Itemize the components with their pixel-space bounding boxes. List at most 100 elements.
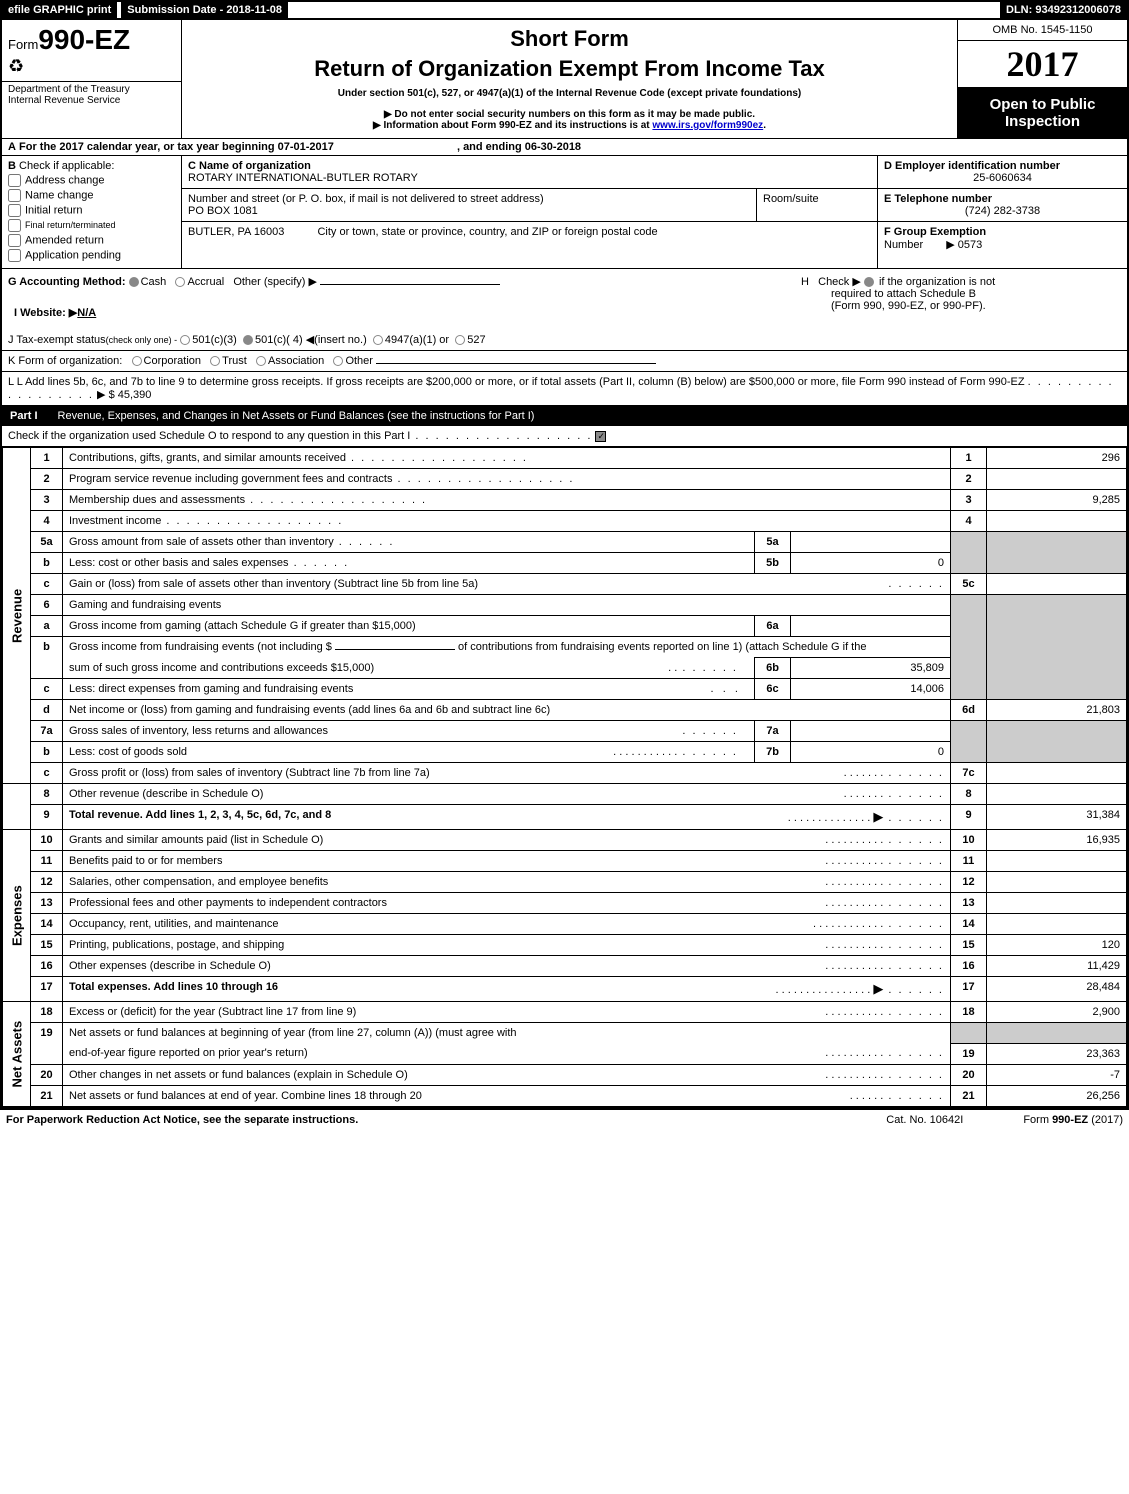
line-5c-desc: Gain or (loss) from sale of assets other… bbox=[63, 574, 951, 595]
gray-5v bbox=[987, 532, 1127, 574]
line-6c-num: c bbox=[31, 679, 63, 700]
line-11-desc: Benefits paid to or for members. . . . .… bbox=[63, 851, 951, 872]
radio-other-icon[interactable] bbox=[333, 356, 343, 366]
radio-h-icon[interactable] bbox=[864, 277, 874, 287]
radio-501c3-icon[interactable] bbox=[180, 335, 190, 345]
dln-label: DLN: 93492312006078 bbox=[1000, 2, 1127, 18]
radio-4947-icon[interactable] bbox=[373, 335, 383, 345]
line-3-rn: 3 bbox=[951, 490, 987, 511]
check-initial[interactable]: Initial return bbox=[8, 204, 175, 217]
h-right: H Check ▶ if the organization is not req… bbox=[801, 275, 1121, 323]
footer-right-post: (2017) bbox=[1088, 1114, 1123, 1126]
line-6b-sv: 35,809 bbox=[791, 658, 951, 679]
radio-accrual-icon[interactable] bbox=[175, 277, 185, 287]
line-15-desc: Printing, publications, postage, and shi… bbox=[63, 935, 951, 956]
line-6d-val: 21,803 bbox=[987, 700, 1127, 721]
radio-assoc-icon[interactable] bbox=[256, 356, 266, 366]
line-15-rn: 15 bbox=[951, 935, 987, 956]
checkbox-amended[interactable] bbox=[8, 234, 21, 247]
irs-link[interactable]: www.irs.gov/form990ez bbox=[652, 120, 763, 131]
org-name: ROTARY INTERNATIONAL-BUTLER ROTARY bbox=[188, 172, 871, 184]
tax-year: 2017 bbox=[958, 41, 1127, 88]
line-11-val bbox=[987, 851, 1127, 872]
check-if-label: Check if applicable: bbox=[19, 160, 114, 172]
line-7a-sn: 7a bbox=[755, 721, 791, 742]
table-row: d Net income or (loss) from gaming and f… bbox=[3, 700, 1127, 721]
checkbox-name[interactable] bbox=[8, 189, 21, 202]
table-row: 6 Gaming and fundraising events bbox=[3, 595, 1127, 616]
radio-corp-icon[interactable] bbox=[132, 356, 142, 366]
table-row: 11 Benefits paid to or for members. . . … bbox=[3, 851, 1127, 872]
gray-6 bbox=[951, 595, 987, 700]
part1-label: Part I bbox=[10, 410, 38, 422]
line-6a-sv bbox=[791, 616, 951, 637]
line-13-rn: 13 bbox=[951, 893, 987, 914]
line-9-num: 9 bbox=[31, 805, 63, 830]
expenses-side-label: Expenses bbox=[3, 830, 31, 1002]
table-row: 5a Gross amount from sale of assets othe… bbox=[3, 532, 1127, 553]
check-pending[interactable]: Application pending bbox=[8, 249, 175, 262]
city-value: BUTLER, PA 16003 bbox=[188, 226, 284, 238]
line-17-rn: 17 bbox=[951, 977, 987, 1002]
b-header: B bbox=[8, 160, 16, 172]
form-word: Form bbox=[8, 37, 38, 52]
gray-19 bbox=[951, 1023, 987, 1044]
checkbox-initial[interactable] bbox=[8, 204, 21, 217]
e-row: E Telephone number (724) 282-3738 bbox=[878, 189, 1127, 222]
table-row: Net Assets 18 Excess or (deficit) for th… bbox=[3, 1002, 1127, 1023]
line-6c-desc: Less: direct expenses from gaming and fu… bbox=[63, 679, 755, 700]
j-o1: 501(c)(3) bbox=[192, 334, 237, 346]
j-o2: 501(c)( 4) bbox=[255, 334, 303, 346]
addr-label: Number and street (or P. O. box, if mail… bbox=[188, 193, 750, 205]
l-text: L Add lines 5b, 6c, and 7b to line 9 to … bbox=[17, 376, 1025, 388]
g-cash: Cash bbox=[141, 276, 167, 288]
j-row: J Tax-exempt status(check only one) - 50… bbox=[2, 329, 1127, 350]
k-label: K Form of organization: bbox=[8, 355, 122, 367]
f-arrow: ▶ bbox=[946, 239, 954, 251]
check-column: B Check if applicable: Address change Na… bbox=[2, 156, 182, 268]
radio-501c4-icon[interactable] bbox=[243, 335, 253, 345]
gray-7v bbox=[987, 721, 1127, 763]
line-5b-desc: Less: cost or other basis and sales expe… bbox=[63, 553, 755, 574]
g-h-row: G Accounting Method: Cash Accrual Other … bbox=[2, 268, 1127, 329]
check-name-change[interactable]: Name change bbox=[8, 189, 175, 202]
part1-header: Part I Revenue, Expenses, and Changes in… bbox=[2, 405, 1127, 426]
k-o2: Trust bbox=[222, 355, 247, 367]
line-16-num: 16 bbox=[31, 956, 63, 977]
line-3-num: 3 bbox=[31, 490, 63, 511]
c-name-label: C Name of organization bbox=[188, 160, 871, 172]
check-final[interactable]: Final return/terminated bbox=[8, 219, 175, 232]
h-label: H bbox=[801, 276, 809, 288]
line-17-val: 28,484 bbox=[987, 977, 1127, 1002]
line-6b-desc2: sum of such gross income and contributio… bbox=[63, 658, 755, 679]
table-row: c Gross profit or (loss) from sales of i… bbox=[3, 763, 1127, 784]
c-addr-block: Number and street (or P. O. box, if mail… bbox=[182, 189, 757, 221]
line-7c-num: c bbox=[31, 763, 63, 784]
checkbox-address[interactable] bbox=[8, 174, 21, 187]
g-label: G Accounting Method: bbox=[8, 276, 126, 288]
checkbox-pending[interactable] bbox=[8, 249, 21, 262]
line-17-desc: Total expenses. Add lines 10 through 16.… bbox=[63, 977, 951, 1002]
table-row: 9 Total revenue. Add lines 1, 2, 3, 4, 5… bbox=[3, 805, 1127, 830]
under-section: Under section 501(c), 527, or 4947(a)(1)… bbox=[188, 88, 951, 99]
check-amended[interactable]: Amended return bbox=[8, 234, 175, 247]
f-value: 0573 bbox=[958, 239, 982, 251]
line-7b-sn: 7b bbox=[755, 742, 791, 763]
open-line1: Open to Public bbox=[962, 96, 1123, 113]
line-5b-num: b bbox=[31, 553, 63, 574]
checkbox-final[interactable] bbox=[8, 219, 21, 232]
radio-cash-icon[interactable] bbox=[129, 277, 139, 287]
radio-trust-icon[interactable] bbox=[210, 356, 220, 366]
line-12-num: 12 bbox=[31, 872, 63, 893]
part1-checkbox-icon[interactable] bbox=[595, 431, 606, 442]
radio-527-icon[interactable] bbox=[455, 335, 465, 345]
d-label: D Employer identification number bbox=[884, 160, 1121, 172]
line-10-val: 16,935 bbox=[987, 830, 1127, 851]
part1-check-row: Check if the organization used Schedule … bbox=[2, 426, 1127, 447]
line-8-num: 8 bbox=[31, 784, 63, 805]
line-20-desc: Other changes in net assets or fund bala… bbox=[63, 1064, 951, 1085]
g-left: G Accounting Method: Cash Accrual Other … bbox=[8, 275, 801, 323]
check-address-change[interactable]: Address change bbox=[8, 174, 175, 187]
line-6a-num: a bbox=[31, 616, 63, 637]
table-row: 4 Investment income 4 bbox=[3, 511, 1127, 532]
